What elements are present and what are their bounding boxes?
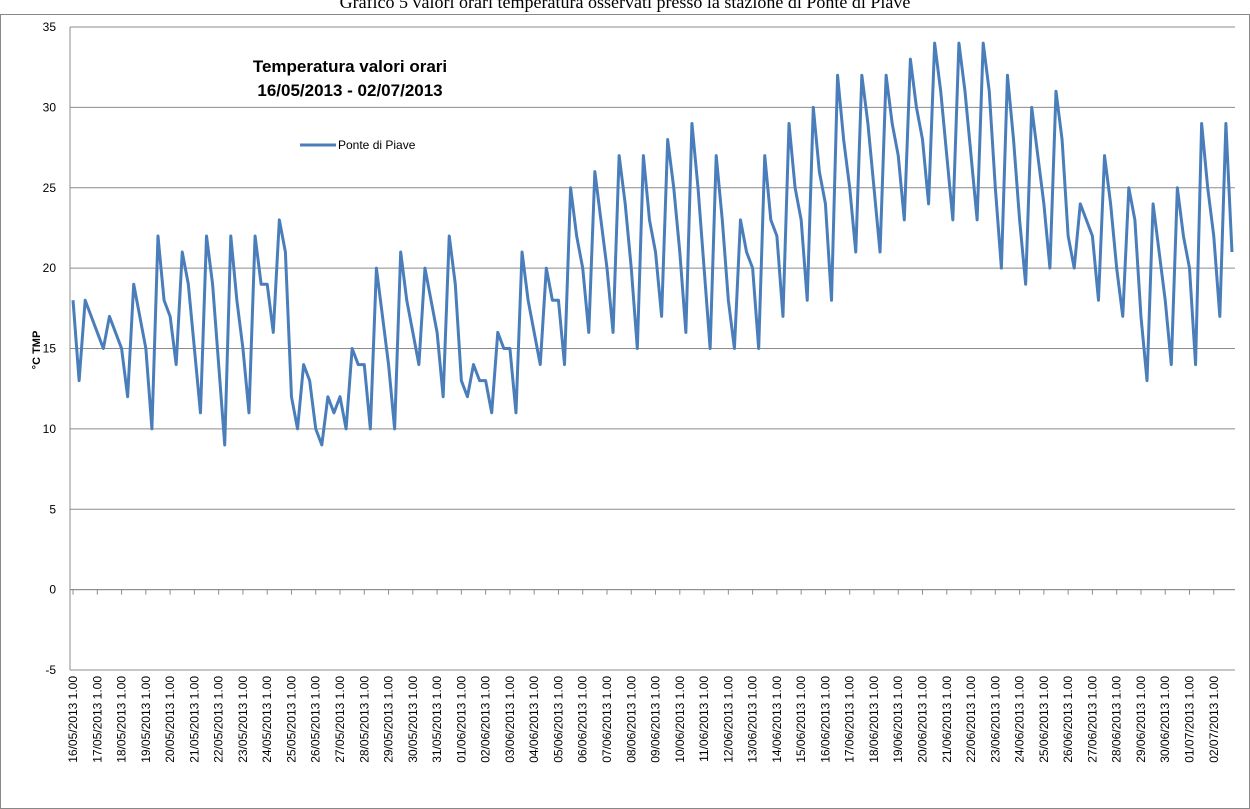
- y-tick-label: 30: [43, 100, 57, 114]
- x-tick-label: 23/06/2013 1.00: [988, 676, 1002, 763]
- x-tick-label: 19/05/2013 1.00: [139, 676, 153, 763]
- x-tick-label: 18/05/2013 1.00: [115, 676, 129, 763]
- x-tick-label: 16/06/2013 1.00: [818, 676, 832, 763]
- x-tick-label: 01/06/2013 1.00: [454, 676, 468, 763]
- y-tick-label: -5: [45, 663, 56, 677]
- x-tick-label: 01/07/2013 1.00: [1182, 676, 1196, 763]
- x-tick-label: 22/05/2013 1.00: [212, 676, 226, 763]
- x-tick-label: 20/05/2013 1.00: [163, 676, 177, 763]
- x-tick-label: 17/06/2013 1.00: [843, 676, 857, 763]
- x-tick-label: 24/05/2013 1.00: [260, 676, 274, 763]
- x-tick-label: 05/06/2013 1.00: [551, 676, 565, 763]
- legend-label: Ponte di Piave: [338, 138, 416, 152]
- x-tick-label: 26/05/2013 1.00: [309, 676, 323, 763]
- y-tick-label: 15: [43, 342, 57, 356]
- x-tick-label: 26/06/2013 1.00: [1061, 676, 1075, 763]
- x-tick-label: 20/06/2013 1.00: [916, 676, 930, 763]
- caption: Grafico 5 valori orari temperatura osser…: [340, 0, 911, 12]
- x-tick-label: 30/05/2013 1.00: [406, 676, 420, 763]
- x-tick-label: 11/06/2013 1.00: [697, 676, 711, 762]
- data-line: [71, 41, 1234, 447]
- x-tick-label: 02/06/2013 1.00: [479, 676, 493, 763]
- x-tick-label: 27/05/2013 1.00: [333, 676, 347, 763]
- x-tick-label: 23/05/2013 1.00: [236, 676, 250, 763]
- chart-subtitle: 16/05/2013 - 02/07/2013: [257, 81, 442, 100]
- x-tick-label: 21/06/2013 1.00: [940, 676, 954, 763]
- x-tick-label: 08/06/2013 1.00: [624, 676, 638, 763]
- y-tick-label: 10: [43, 422, 57, 436]
- x-tick-label: 13/06/2013 1.00: [746, 676, 760, 763]
- x-tick-label: 03/06/2013 1.00: [503, 676, 517, 763]
- x-tick-label: 02/07/2013 1.00: [1207, 676, 1221, 763]
- x-tick-label: 31/05/2013 1.00: [430, 676, 444, 763]
- y-tick-label: 35: [43, 20, 57, 34]
- x-tick-label: 15/06/2013 1.00: [794, 676, 808, 763]
- x-tick-label: 19/06/2013 1.00: [891, 676, 905, 763]
- x-tick-label: 25/06/2013 1.00: [1037, 676, 1051, 763]
- x-tick-label: 10/06/2013 1.00: [673, 676, 687, 763]
- x-tick-label: 17/05/2013 1.00: [90, 676, 104, 763]
- x-tick-label: 07/06/2013 1.00: [600, 676, 614, 763]
- x-tick-label: 30/06/2013 1.00: [1158, 676, 1172, 763]
- x-tick-label: 06/06/2013 1.00: [576, 676, 590, 763]
- y-tick-label: 25: [43, 181, 57, 195]
- y-tick-label: 5: [49, 502, 56, 516]
- x-tick-label: 25/05/2013 1.00: [284, 676, 298, 763]
- x-tick-label: 24/06/2013 1.00: [1013, 676, 1027, 763]
- chart-frame: [0, 14, 1250, 809]
- x-tick-label: 28/06/2013 1.00: [1110, 676, 1124, 763]
- x-tick-label: 16/05/2013 1.00: [66, 676, 80, 763]
- x-tick-label: 14/06/2013 1.00: [770, 676, 784, 763]
- x-tick-label: 04/06/2013 1.00: [527, 676, 541, 763]
- x-tick-label: 18/06/2013 1.00: [867, 676, 881, 763]
- x-tick-label: 12/06/2013 1.00: [721, 676, 735, 763]
- x-tick-label: 21/05/2013 1.00: [187, 676, 201, 763]
- x-tick-label: 29/05/2013 1.00: [382, 676, 396, 763]
- x-tick-label: 22/06/2013 1.00: [964, 676, 978, 763]
- x-tick-label: 28/05/2013 1.00: [357, 676, 371, 763]
- x-tick-label: 29/06/2013 1.00: [1134, 676, 1148, 763]
- y-tick-label: 20: [43, 261, 57, 275]
- x-tick-label: 09/06/2013 1.00: [649, 676, 663, 763]
- chart-title: Temperatura valori orari: [253, 57, 447, 76]
- x-tick-label: 27/06/2013 1.00: [1085, 676, 1099, 763]
- y-tick-label: 0: [49, 583, 56, 597]
- y-axis-label: °C TMP: [31, 331, 43, 370]
